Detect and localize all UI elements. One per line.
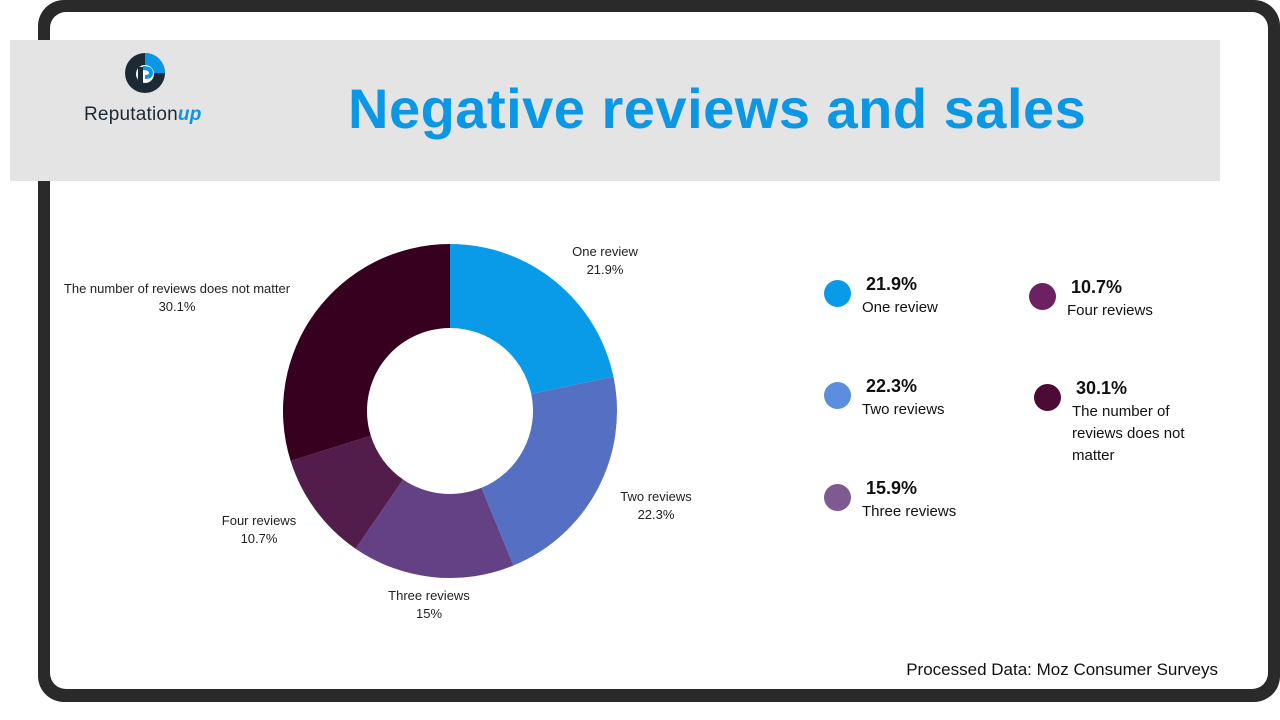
data-source-note: Processed Data: Moz Consumer Surveys: [906, 660, 1218, 679]
logo-mark-icon: [125, 53, 165, 93]
legend-label: Two reviews: [862, 401, 945, 418]
legend-value: 21.9%: [866, 274, 918, 294]
legend-label: Three reviews: [862, 503, 957, 520]
legend-label: One review: [862, 299, 938, 316]
donut-slice: [355, 479, 514, 579]
donut-slice: [283, 244, 450, 461]
slice-label-value: 15%: [416, 606, 442, 621]
donut-slice: [450, 244, 614, 394]
donut-slice: [290, 435, 404, 549]
legend-value: 30.1%: [1076, 378, 1128, 398]
slice-label-name: The number of reviews does not matter: [64, 281, 291, 296]
slice-label-name: One review: [572, 244, 638, 259]
legend-swatch: [824, 280, 851, 307]
brand-wordmark: Reputationup: [84, 104, 202, 126]
slice-label-value: 10.7%: [241, 531, 278, 546]
legend-value: 10.7%: [1071, 277, 1123, 297]
legend-swatch: [824, 484, 851, 511]
header-band: [10, 40, 1220, 181]
legend-value: 22.3%: [866, 376, 918, 396]
legend-swatch: [1029, 283, 1056, 310]
slice-label-name: Two reviews: [620, 489, 692, 504]
slice-label-name: Four reviews: [222, 513, 297, 528]
slice-label-value: 22.3%: [638, 507, 675, 522]
brand-name: Reputation: [84, 104, 178, 125]
legend-label: The number of reviews does not matter: [1072, 403, 1185, 464]
brand-logo: Reputationup: [84, 52, 224, 128]
legend-swatch: [824, 382, 851, 409]
page-title: Negative reviews and sales: [348, 77, 1087, 140]
legend-swatch: [1034, 384, 1061, 411]
donut-slice: [481, 376, 617, 566]
slice-label-name: Three reviews: [388, 588, 470, 603]
brand-name-accent: up: [177, 104, 202, 125]
legend-value: 15.9%: [866, 478, 918, 498]
legend-label: Four reviews: [1067, 302, 1153, 319]
slice-label-value: 21.9%: [587, 262, 624, 277]
slice-label-value: 30.1%: [159, 299, 196, 314]
